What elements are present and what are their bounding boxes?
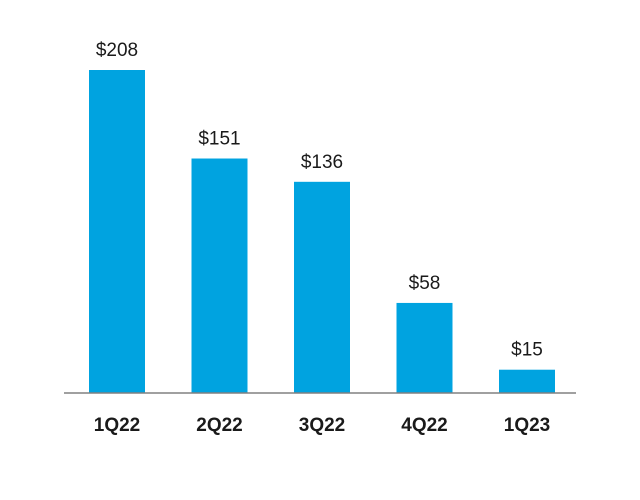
x-tick-label-2q22: 2Q22	[196, 415, 242, 436]
data-label-2q22: $151	[198, 129, 240, 150]
x-tick-label-1q22: 1Q22	[94, 415, 140, 436]
bar-4q22	[396, 302, 453, 393]
x-tick-label-3q22: 3Q22	[299, 415, 345, 436]
data-label-4q22: $58	[409, 273, 441, 294]
data-label-1q23: $15	[511, 340, 543, 361]
bar-1q23	[499, 369, 555, 393]
bar-2q22	[191, 158, 248, 393]
bars-layer	[89, 70, 555, 393]
labels-layer: $208 1Q22 $151 2Q22 $136 3Q22 $58 4Q22 $15 1Q23	[94, 40, 550, 436]
bar-1q22	[89, 70, 145, 393]
bar-3q22	[294, 181, 350, 393]
data-label-3q22: $136	[301, 152, 343, 173]
data-label-1q22: $208	[96, 40, 138, 61]
x-tick-label-1q23: 1Q23	[504, 415, 550, 436]
x-tick-label-4q22: 4Q22	[401, 415, 447, 436]
